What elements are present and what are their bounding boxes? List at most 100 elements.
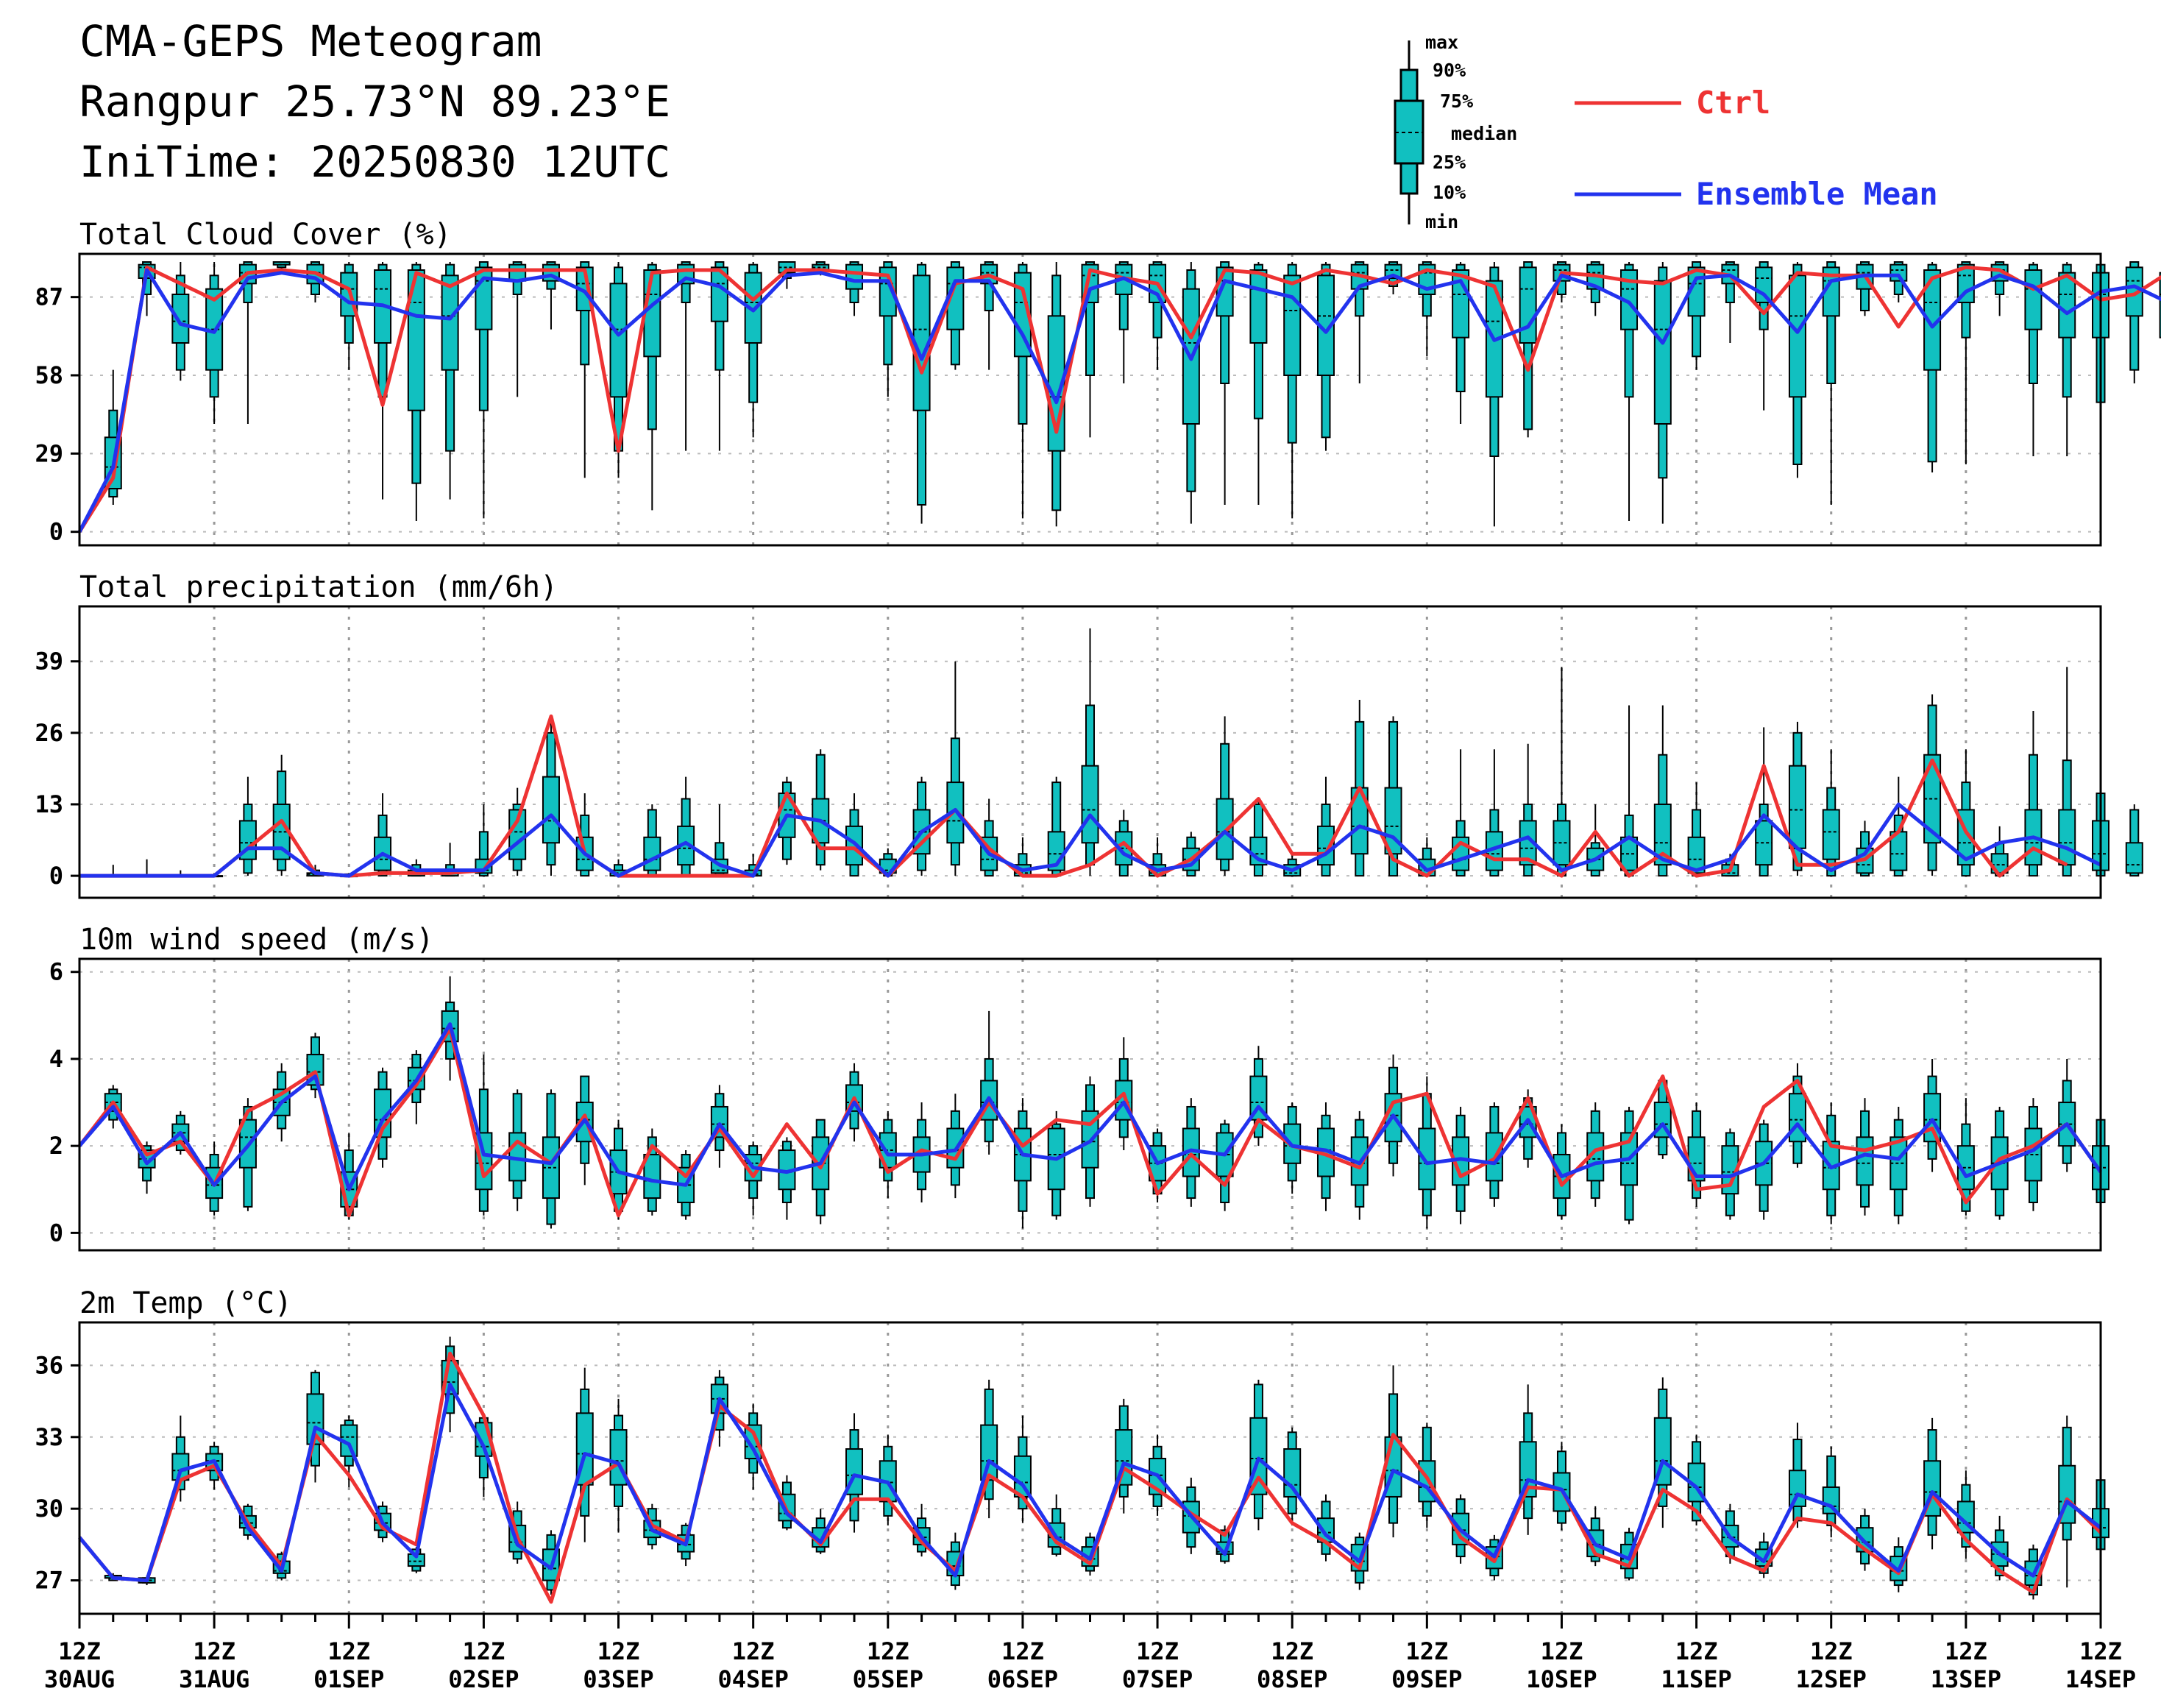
box-plot — [1755, 261, 1773, 411]
legend-label-6: min — [1425, 211, 1458, 233]
box-plot — [1923, 262, 1942, 472]
box-p25-p75 — [643, 1153, 661, 1200]
box-plot — [542, 261, 560, 330]
box-plot — [1013, 1098, 1032, 1229]
box-p10-p90 — [1523, 261, 1533, 430]
panel-title: 10m wind speed (m/s) — [79, 923, 434, 957]
box-plot — [2058, 1058, 2076, 1172]
x-label-date: 02SEP — [448, 1665, 519, 1693]
box-p25-p75 — [1822, 1486, 1840, 1514]
x-label-hour: 12Z — [1405, 1637, 1448, 1665]
box-plot — [812, 1119, 830, 1225]
box-plot — [778, 1137, 796, 1220]
box-plot — [441, 262, 459, 500]
box-plot — [238, 776, 257, 876]
box-plot — [710, 261, 728, 451]
box-plot — [1687, 1434, 1706, 1525]
box-plot — [508, 1089, 527, 1211]
box-p25-p75 — [1856, 1136, 1874, 1186]
box-plot — [2125, 261, 2143, 383]
box-plot — [272, 261, 291, 270]
box-plot — [946, 661, 965, 876]
box-p25-p75 — [710, 266, 728, 322]
init-time-label: IniTime: 20250830 12UTC — [79, 137, 671, 187]
x-label-hour: 12Z — [1675, 1637, 1718, 1665]
legend-label-3: median — [1451, 123, 1517, 144]
box-plot — [1519, 261, 1537, 438]
box-p25-p75 — [1687, 836, 1706, 874]
box-plot — [306, 1369, 324, 1483]
box-plot — [677, 776, 695, 877]
x-label-hour: 12Z — [327, 1637, 370, 1665]
box-plot — [1283, 1427, 1302, 1525]
box-p25-p75 — [306, 1393, 324, 1445]
box-p25-p75 — [1283, 274, 1302, 377]
x-label-date: 04SEP — [718, 1665, 789, 1693]
x-label-date: 12SEP — [1796, 1665, 1867, 1693]
chart-panels: Total Cloud Cover (%) 0 29 58 87 Total precip… — [35, 218, 2161, 1615]
box-plot — [1956, 1098, 1975, 1216]
box-plot — [1350, 261, 1369, 383]
panel-title: Total Cloud Cover (%) — [79, 218, 452, 252]
box-plot — [2125, 804, 2143, 877]
panel-0: Total Cloud Cover (%) 0 29 58 87 — [35, 218, 2161, 547]
x-label-date: 08SEP — [1257, 1665, 1327, 1693]
legend-label-0: max — [1425, 32, 1458, 53]
box-p25-p75 — [1081, 765, 1099, 844]
y-tick-label: 87 — [35, 283, 63, 311]
x-label-hour: 12Z — [732, 1637, 775, 1665]
panel-frame — [78, 605, 2102, 899]
box-plot — [643, 804, 661, 877]
box-p25-p75 — [1384, 263, 1402, 279]
box-plot — [845, 261, 864, 316]
ctrl-line — [77, 265, 2161, 534]
box-plot — [1216, 1119, 1234, 1211]
y-tick-label: 26 — [35, 719, 63, 747]
box-plot — [1249, 262, 1268, 505]
box-p25-p75 — [643, 836, 661, 871]
x-label-hour: 12Z — [463, 1637, 505, 1665]
box-legend: max 90% 75% median 25% 10% min — [1394, 32, 1517, 233]
box-p10-p90 — [478, 261, 489, 411]
x-label-hour: 12Z — [58, 1637, 101, 1665]
box-plot — [1620, 1106, 1639, 1225]
box-plot — [542, 716, 560, 876]
box-p25-p75 — [2125, 842, 2143, 874]
x-label-date: 14SEP — [2065, 1665, 2136, 1693]
box-p10-p90 — [1085, 261, 1095, 376]
legend-mean-label: Ensemble Mean — [1696, 176, 1938, 212]
box-p25-p75 — [643, 269, 661, 358]
panel-frame — [78, 252, 2102, 547]
y-tick-label: 33 — [35, 1423, 63, 1451]
y-tick-label: 6 — [49, 958, 63, 986]
panel-1: Total precipitation (mm/6h) 0 13 26 39 — [35, 570, 2143, 899]
ensemble-mean-line — [78, 1382, 2102, 1583]
box-plot — [1755, 727, 1773, 877]
box-p10-p90 — [1826, 261, 1837, 384]
box-plot — [1316, 1102, 1335, 1211]
box-p10-p90 — [1118, 261, 1129, 330]
box-p25-p75 — [1653, 803, 1672, 866]
box-plot — [980, 1379, 998, 1519]
y-tick-label: 30 — [35, 1495, 63, 1523]
meteogram-title: CMA-GEPS Meteogram — [79, 16, 542, 66]
x-label-hour: 12Z — [867, 1637, 909, 1665]
box-plot — [205, 262, 224, 424]
y-tick-label: 0 — [49, 1219, 63, 1247]
x-label-hour: 12Z — [597, 1637, 640, 1665]
x-label-hour: 12Z — [193, 1637, 235, 1665]
box-plot — [1519, 1384, 1537, 1535]
x-label-date: 07SEP — [1122, 1665, 1193, 1693]
box-plot — [845, 1413, 864, 1533]
panel-frame — [78, 957, 2102, 1252]
panel-title: Total precipitation (mm/6h) — [79, 570, 558, 604]
x-label-date: 11SEP — [1661, 1665, 1731, 1693]
box-p25-p75 — [407, 269, 425, 411]
box-plot — [1687, 782, 1706, 877]
box-plot — [407, 262, 425, 521]
box-p10-p90 — [580, 261, 590, 366]
x-label-date: 01SEP — [313, 1665, 384, 1693]
box-plot — [946, 261, 965, 370]
box-plot — [1923, 1417, 1942, 1550]
x-label-hour: 12Z — [1945, 1637, 1987, 1665]
